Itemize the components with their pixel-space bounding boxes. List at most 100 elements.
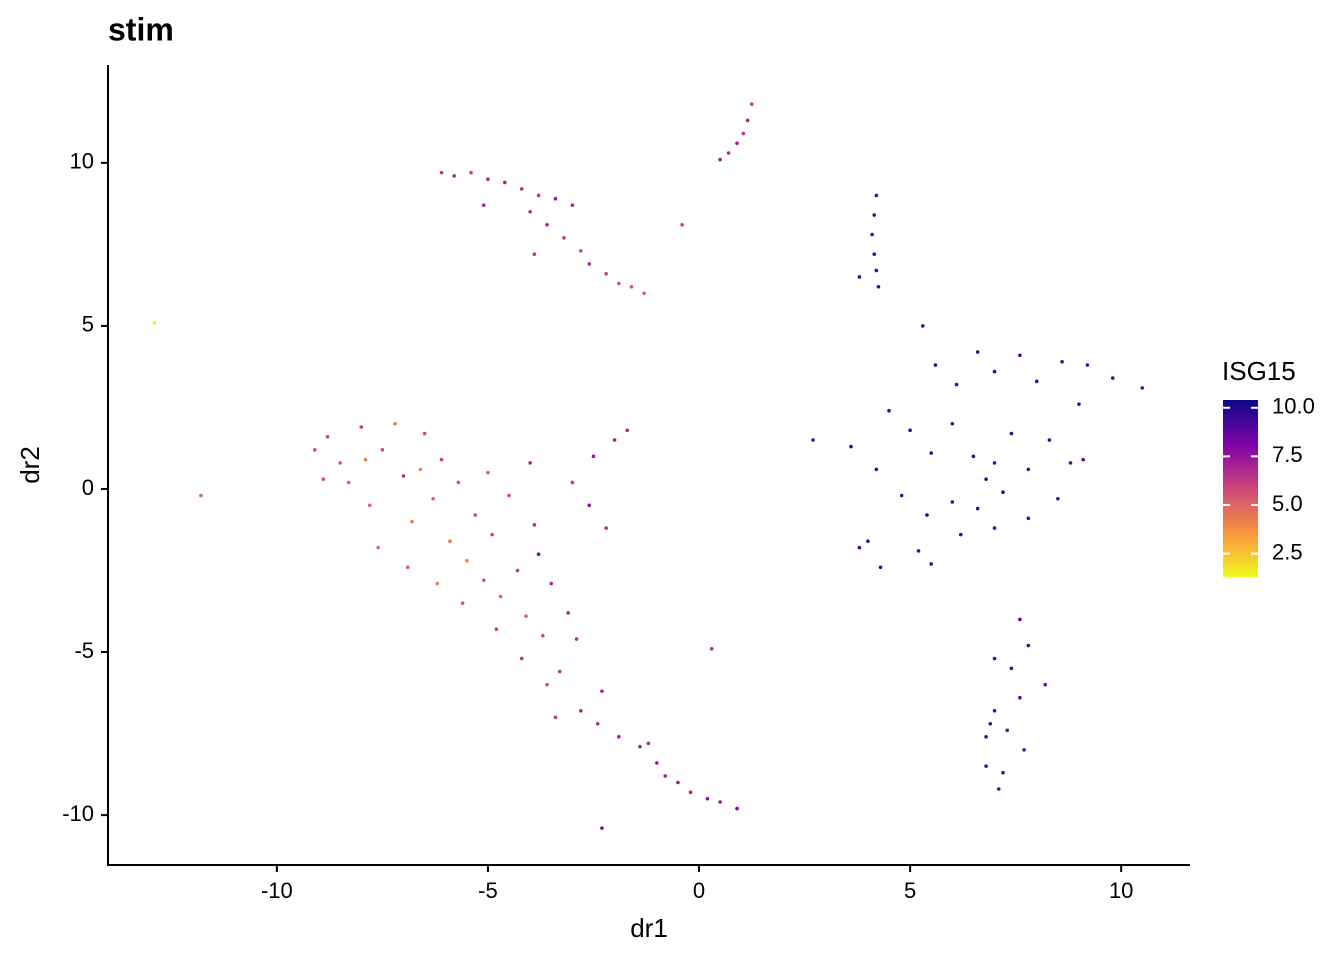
- point: [422, 431, 427, 436]
- point: [929, 562, 934, 566]
- point: [199, 493, 203, 498]
- point: [570, 480, 575, 485]
- point: [1009, 666, 1014, 671]
- point: [570, 203, 575, 208]
- point: [579, 708, 583, 713]
- point: [617, 735, 621, 739]
- point: [642, 291, 646, 296]
- point: [456, 480, 461, 485]
- point: [950, 421, 955, 426]
- point: [975, 350, 980, 354]
- point: [524, 614, 528, 618]
- point: [1077, 402, 1081, 406]
- point: [595, 721, 600, 726]
- point: [515, 568, 520, 573]
- point: [486, 177, 490, 181]
- point: [532, 523, 537, 527]
- point: [587, 262, 592, 266]
- point: [1005, 728, 1010, 733]
- point: [1018, 617, 1022, 622]
- point: [469, 170, 473, 175]
- point: [874, 467, 879, 472]
- point: [1018, 353, 1022, 358]
- point: [617, 281, 621, 286]
- point: [992, 461, 997, 465]
- point: [887, 408, 891, 413]
- y-tick-label: 10: [70, 149, 94, 174]
- point: [1085, 363, 1090, 367]
- point: [1043, 682, 1047, 687]
- x-tick-label: 10: [1109, 878, 1133, 903]
- point: [958, 532, 963, 537]
- point: [874, 193, 879, 198]
- point: [857, 545, 862, 550]
- point: [988, 721, 993, 726]
- point: [929, 451, 934, 455]
- point: [745, 118, 750, 123]
- point: [380, 448, 385, 452]
- point: [718, 800, 722, 804]
- point: [448, 539, 452, 543]
- point: [528, 209, 532, 214]
- point: [908, 428, 912, 433]
- point: [393, 421, 397, 426]
- point: [741, 131, 746, 136]
- point: [857, 275, 862, 279]
- point: [346, 480, 351, 485]
- point: [376, 545, 380, 550]
- point: [1056, 496, 1060, 501]
- point: [872, 252, 877, 256]
- point: [435, 581, 440, 586]
- point: [1081, 457, 1085, 462]
- point: [439, 170, 444, 175]
- point: [545, 682, 549, 687]
- point: [688, 790, 693, 795]
- point: [557, 669, 562, 674]
- point: [367, 503, 372, 508]
- point: [600, 689, 604, 693]
- point: [866, 539, 870, 543]
- point: [481, 203, 486, 208]
- point: [528, 461, 532, 465]
- colorbar: [1223, 400, 1258, 577]
- y-tick-label: -10: [62, 801, 94, 826]
- point: [604, 526, 608, 530]
- point: [604, 271, 608, 276]
- point: [849, 444, 853, 449]
- point: [950, 500, 955, 504]
- point: [465, 558, 469, 563]
- point: [1110, 376, 1115, 380]
- point: [920, 324, 925, 328]
- point: [1001, 490, 1005, 495]
- point: [363, 457, 368, 462]
- point: [553, 196, 558, 201]
- point: [992, 708, 997, 713]
- point: [498, 594, 503, 599]
- point: [494, 627, 499, 632]
- point: [591, 454, 596, 459]
- point: [1009, 431, 1014, 436]
- point: [996, 787, 1001, 791]
- x-axis-label: dr1: [630, 913, 668, 943]
- point: [663, 774, 668, 778]
- x-tick-label: 5: [904, 878, 916, 903]
- point: [749, 102, 754, 106]
- point: [872, 213, 877, 217]
- point: [452, 174, 456, 178]
- point: [992, 656, 997, 661]
- point: [1022, 748, 1026, 752]
- point: [735, 141, 739, 146]
- point: [916, 549, 921, 553]
- point: [325, 434, 330, 439]
- point: [925, 513, 929, 517]
- point: [971, 454, 976, 459]
- point: [1060, 359, 1064, 364]
- point: [655, 761, 659, 765]
- point: [1018, 695, 1022, 700]
- point: [405, 565, 410, 570]
- point: [566, 611, 570, 615]
- point: [549, 581, 554, 586]
- point: [1001, 770, 1005, 775]
- point: [874, 268, 879, 273]
- point: [629, 284, 634, 289]
